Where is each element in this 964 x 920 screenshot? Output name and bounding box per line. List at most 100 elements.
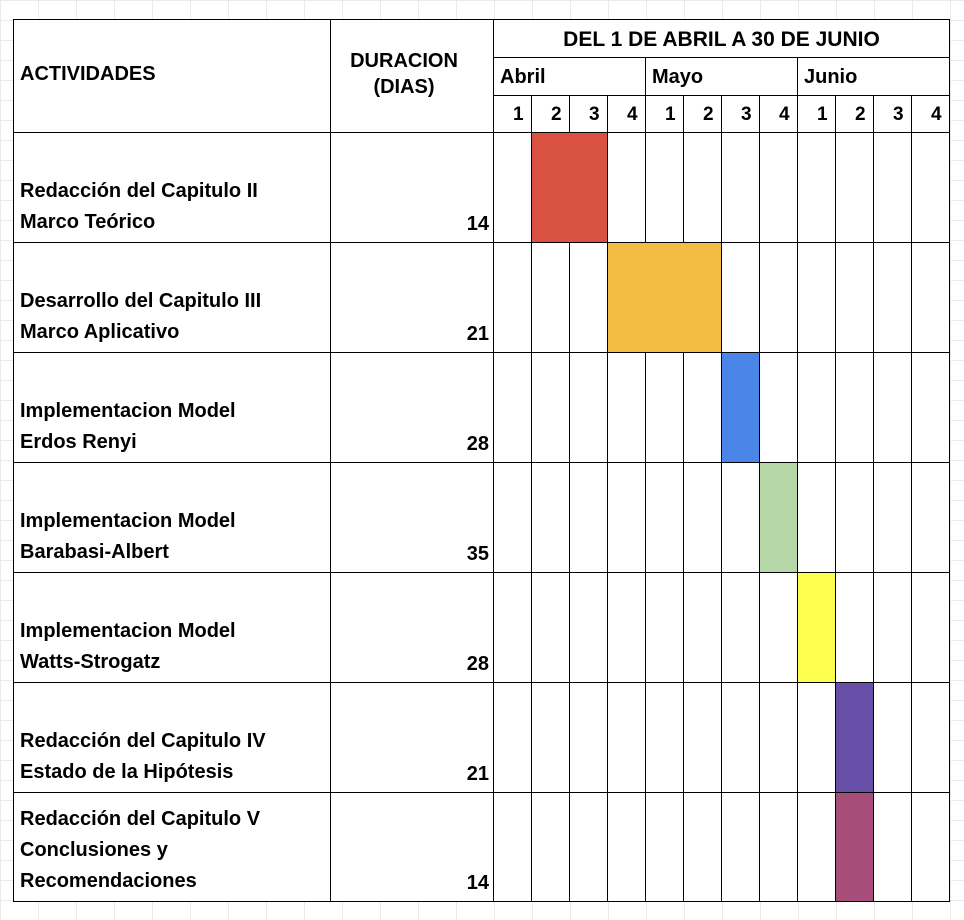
duration-cell[interactable]: [330, 352, 494, 463]
week-cell[interactable]: [911, 682, 950, 793]
week-cell[interactable]: [911, 462, 950, 573]
week-cell[interactable]: [569, 242, 608, 353]
week-cell[interactable]: [683, 352, 722, 463]
week-cell[interactable]: [493, 352, 532, 463]
activity-label: Redacción del Capitulo II Marco Teórico: [20, 176, 320, 238]
duration-cell[interactable]: [330, 792, 494, 902]
week-cell[interactable]: [683, 682, 722, 793]
week-cell[interactable]: [683, 572, 722, 683]
week-cell[interactable]: [835, 352, 874, 463]
week-cell[interactable]: [645, 132, 684, 243]
week-cell[interactable]: [759, 572, 798, 683]
activity-label: Desarrollo del Capitulo III Marco Aplicat…: [20, 286, 320, 348]
range-header-cell[interactable]: [493, 19, 950, 58]
activity-cell[interactable]: [13, 352, 331, 463]
activity-cell[interactable]: [13, 682, 331, 793]
week-cell[interactable]: [531, 352, 570, 463]
week-cell[interactable]: [835, 242, 874, 353]
week-cell[interactable]: [797, 462, 836, 573]
week-cell[interactable]: [569, 572, 608, 683]
week-cell[interactable]: [911, 792, 950, 902]
week-cell[interactable]: [873, 572, 912, 683]
week-cell[interactable]: [531, 792, 570, 902]
week-cell[interactable]: [911, 572, 950, 683]
week-cell[interactable]: [721, 682, 760, 793]
duration-cell[interactable]: [330, 682, 494, 793]
week-cell[interactable]: [607, 682, 646, 793]
week-cell[interactable]: [797, 792, 836, 902]
activities-header-cell[interactable]: [13, 19, 331, 133]
week-cell[interactable]: [797, 352, 836, 463]
activity-label-line: Marco Aplicativo: [20, 321, 180, 343]
week-cell[interactable]: [797, 132, 836, 243]
week-cell[interactable]: [531, 462, 570, 573]
week-cell[interactable]: [873, 352, 912, 463]
week-cell[interactable]: [759, 682, 798, 793]
activity-cell[interactable]: [13, 572, 331, 683]
week-cell[interactable]: [759, 352, 798, 463]
week-cell[interactable]: [531, 682, 570, 793]
week-cell[interactable]: [645, 352, 684, 463]
duration-cell[interactable]: [330, 242, 494, 353]
week-cell[interactable]: [645, 792, 684, 902]
week-cell[interactable]: [873, 792, 912, 902]
week-cell[interactable]: [759, 242, 798, 353]
duration-value: 28: [466, 653, 489, 675]
week-cell[interactable]: [569, 792, 608, 902]
week-cell[interactable]: [835, 462, 874, 573]
week-cell[interactable]: [873, 132, 912, 243]
week-cell[interactable]: [911, 132, 950, 243]
week-cell[interactable]: [645, 462, 684, 573]
week-cell[interactable]: [645, 572, 684, 683]
week-cell[interactable]: [531, 572, 570, 683]
week-cell[interactable]: [569, 682, 608, 793]
week-cell[interactable]: [721, 572, 760, 683]
week-number: 3: [589, 104, 600, 125]
week-cell[interactable]: [721, 242, 760, 353]
activity-cell[interactable]: [13, 242, 331, 353]
week-cell[interactable]: [721, 462, 760, 573]
week-cell[interactable]: [607, 462, 646, 573]
week-cell[interactable]: [683, 792, 722, 902]
week-cell[interactable]: [569, 352, 608, 463]
month-cell-junio[interactable]: [797, 57, 950, 96]
week-cell[interactable]: [493, 792, 532, 902]
week-cell[interactable]: [873, 682, 912, 793]
week-cell[interactable]: [607, 132, 646, 243]
week-cell[interactable]: [873, 462, 912, 573]
week-cell[interactable]: [911, 242, 950, 353]
week-cell[interactable]: [797, 242, 836, 353]
duration-cell[interactable]: [330, 462, 494, 573]
week-cell[interactable]: [835, 132, 874, 243]
week-cell[interactable]: [493, 242, 532, 353]
week-cell[interactable]: [683, 462, 722, 573]
week-cell[interactable]: [721, 132, 760, 243]
week-cell[interactable]: [683, 132, 722, 243]
week-cell[interactable]: [607, 352, 646, 463]
week-cell[interactable]: [721, 792, 760, 902]
week-header-cell[interactable]: [835, 95, 874, 133]
week-cell[interactable]: [493, 462, 532, 573]
week-cell[interactable]: [569, 462, 608, 573]
week-cell[interactable]: [911, 352, 950, 463]
week-cell[interactable]: [835, 572, 874, 683]
week-cell[interactable]: [797, 682, 836, 793]
duration-value: 28: [466, 433, 489, 455]
week-cell[interactable]: [759, 132, 798, 243]
duration-cell[interactable]: [330, 572, 494, 683]
week-cell[interactable]: [607, 572, 646, 683]
week-cell[interactable]: [493, 682, 532, 793]
month-cell-abril[interactable]: [493, 57, 646, 96]
week-cell[interactable]: [493, 572, 532, 683]
week-cell[interactable]: [493, 132, 532, 243]
week-cell[interactable]: [607, 792, 646, 902]
week-header-cell[interactable]: [531, 95, 570, 133]
gantt-bar: [759, 462, 798, 573]
activity-label: Redacción del Capitulo V Conclusiones y Re…: [20, 804, 320, 897]
week-cell[interactable]: [645, 682, 684, 793]
week-cell[interactable]: [531, 242, 570, 353]
week-cell[interactable]: [759, 792, 798, 902]
week-header-cell[interactable]: [911, 95, 950, 133]
week-cell[interactable]: [873, 242, 912, 353]
week-header-cell[interactable]: [683, 95, 722, 133]
